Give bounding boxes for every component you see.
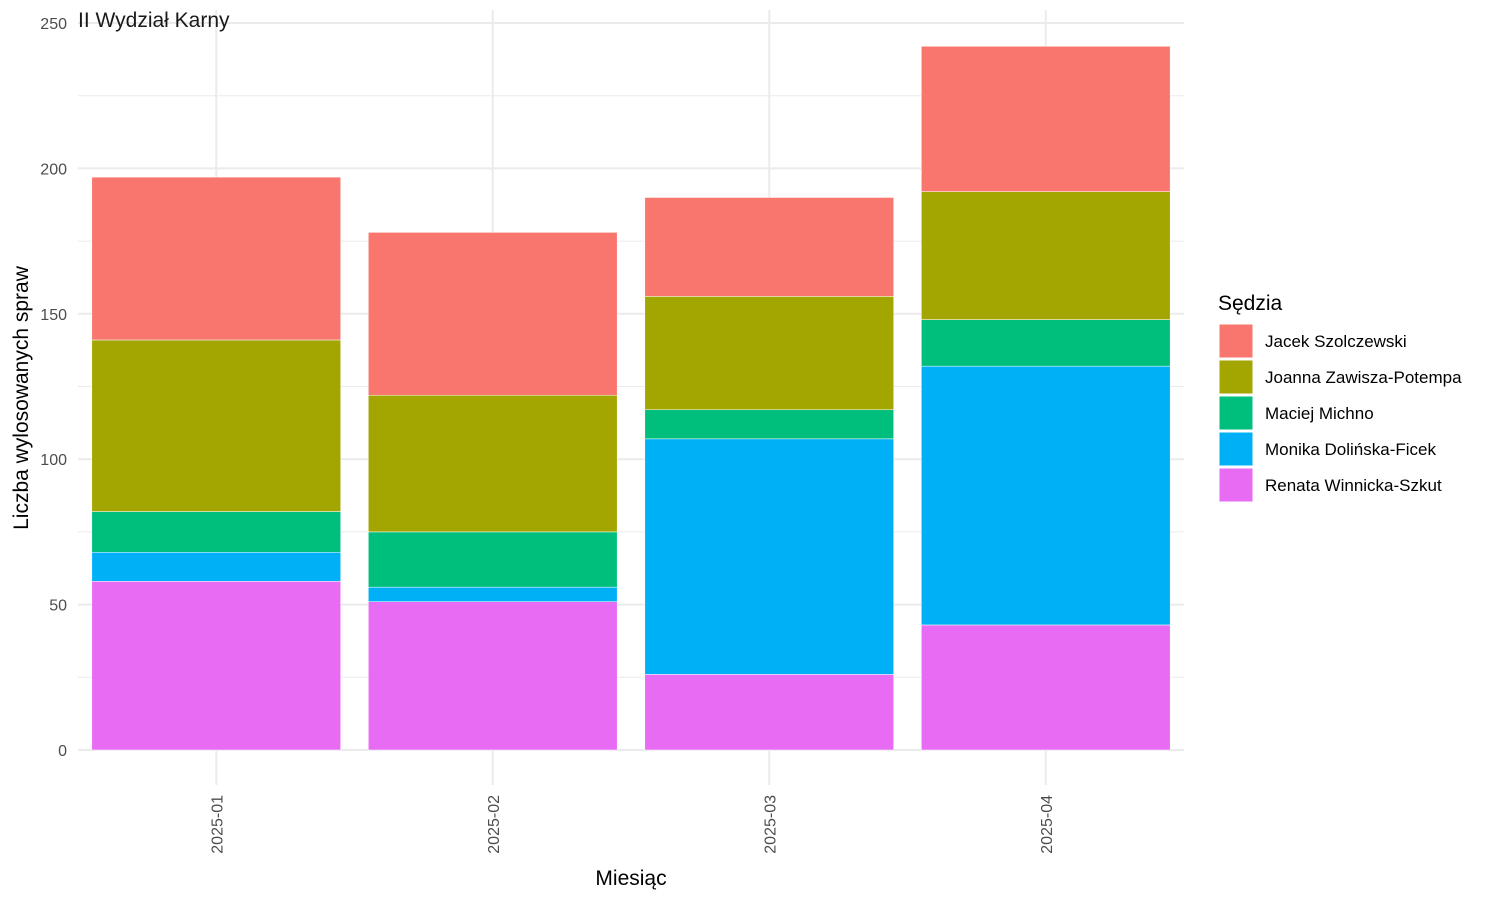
bar-segment: [921, 365, 1171, 626]
legend-label: Renata Winnicka-Szkut: [1265, 476, 1442, 495]
legend-title: Sędzia: [1218, 292, 1283, 315]
legend-label: Maciej Michno: [1265, 404, 1374, 423]
bar-segment: [644, 438, 894, 675]
x-axis-title: Miesiąc: [595, 867, 666, 890]
y-tick-label: 50: [49, 598, 67, 615]
legend-label: Jacek Szolczewski: [1265, 332, 1407, 351]
bar-segment: [644, 197, 894, 297]
y-axis-ticks: 0 50 100 150 200 250: [40, 16, 67, 760]
x-tick-label: 2025-04: [1039, 795, 1056, 854]
legend-swatch: [1218, 359, 1254, 395]
bar-segment: [921, 46, 1171, 192]
bar-segment: [368, 586, 618, 602]
bar-segment: [921, 624, 1171, 751]
bars-layer: [91, 46, 1171, 751]
y-tick-label: 0: [58, 743, 67, 760]
x-axis-ticks: 2025-01 2025-02 2025-03 2025-04: [209, 795, 1056, 854]
bar-segment: [91, 581, 341, 751]
legend-label: Monika Dolińska-Ficek: [1265, 440, 1436, 459]
bar-segment: [368, 531, 618, 588]
bar-segment: [91, 552, 341, 582]
chart-title: II Wydział Karny: [78, 9, 230, 32]
y-tick-label: 250: [40, 16, 67, 33]
legend-label: Joanna Zawisza-Potempa: [1265, 368, 1462, 387]
bar-segment: [644, 296, 894, 411]
bar-segment: [91, 176, 341, 341]
bar-segment: [91, 511, 341, 553]
legend-swatch: [1218, 395, 1254, 431]
legend-swatch: [1218, 431, 1254, 467]
y-tick-label: 100: [40, 452, 67, 469]
y-tick-label: 200: [40, 161, 67, 178]
x-tick-label: 2025-03: [762, 795, 779, 854]
x-tick-label: 2025-01: [209, 795, 226, 854]
bar-segment: [368, 601, 618, 751]
x-tick-label: 2025-02: [486, 795, 503, 854]
bar-segment: [644, 674, 894, 751]
bar-segment: [921, 191, 1171, 320]
legend: Sędzia Jacek Szolczewski Joanna Zawisza-P…: [1218, 292, 1462, 503]
bar-segment: [368, 394, 618, 533]
bar-segment: [921, 319, 1171, 367]
legend-swatch: [1218, 467, 1254, 503]
y-axis-title: Liczba wylosowanych spraw: [10, 265, 33, 530]
y-tick-label: 150: [40, 307, 67, 324]
bar-segment: [368, 232, 618, 396]
bar-segment: [91, 339, 341, 512]
bar-segment: [644, 409, 894, 440]
legend-swatch: [1218, 323, 1254, 359]
